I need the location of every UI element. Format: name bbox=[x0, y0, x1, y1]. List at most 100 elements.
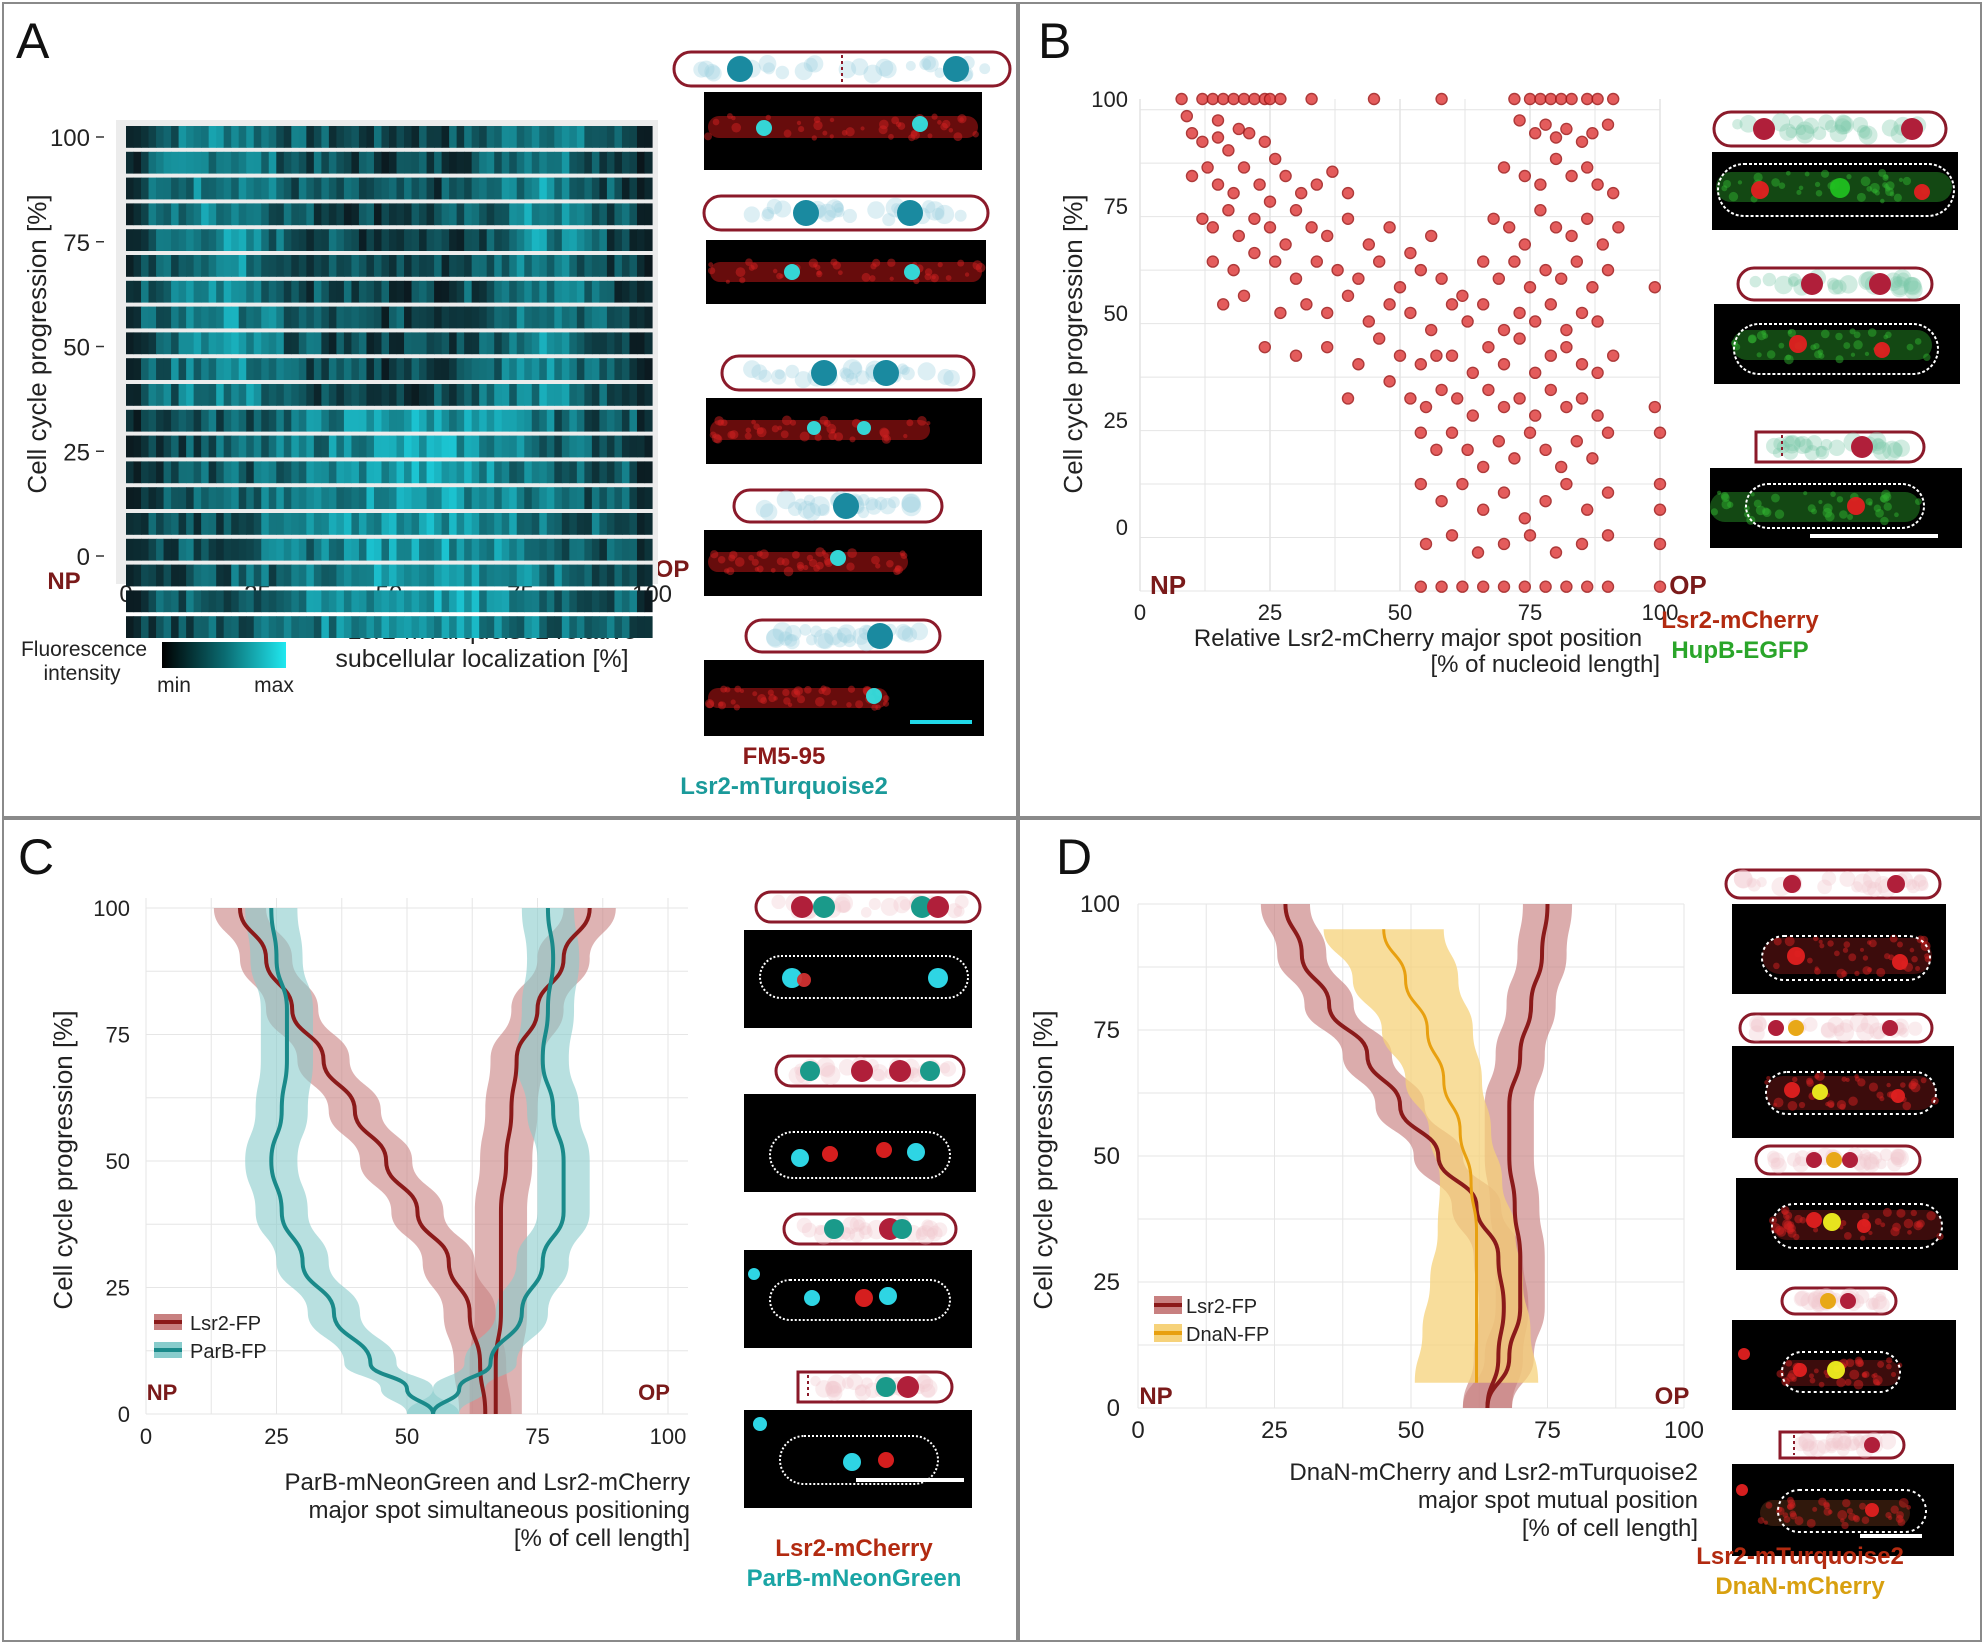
cell-outline bbox=[744, 618, 942, 654]
heatmap-cell bbox=[539, 384, 548, 406]
heatmap-cell bbox=[434, 435, 443, 458]
heatmap-cell bbox=[419, 203, 428, 226]
heatmap-cell bbox=[171, 229, 180, 251]
cell-haze bbox=[846, 1373, 863, 1391]
cell-haze bbox=[934, 67, 945, 78]
heatmap-cell bbox=[223, 513, 232, 535]
heatmap-cell bbox=[321, 151, 330, 174]
cell-texture bbox=[1834, 950, 1840, 957]
heatmap-cell bbox=[389, 538, 398, 561]
heatmap-cell bbox=[411, 255, 420, 277]
heatmap-cell bbox=[389, 409, 398, 432]
heatmap-cell bbox=[561, 384, 570, 406]
heatmap-cell bbox=[156, 280, 165, 303]
heatmap-cell bbox=[636, 229, 646, 251]
heatmap-cell bbox=[456, 126, 465, 148]
cell-texture bbox=[1818, 1381, 1825, 1388]
legend-label: Lsr2-FP bbox=[1186, 1296, 1257, 1318]
spot-marker bbox=[1869, 273, 1891, 295]
cell-haze bbox=[810, 1375, 821, 1387]
cell-texture bbox=[808, 558, 818, 568]
cell-texture bbox=[718, 701, 724, 707]
cell-texture bbox=[888, 133, 894, 140]
spot-marker bbox=[811, 360, 837, 386]
data-point bbox=[1575, 306, 1589, 320]
heatmap-cell bbox=[629, 177, 638, 200]
heatmap-cell bbox=[591, 229, 600, 251]
heatmap-cell bbox=[373, 177, 383, 200]
fluorescent-spot bbox=[1857, 1219, 1871, 1233]
cell-haze bbox=[901, 494, 921, 513]
data-point bbox=[1425, 229, 1438, 243]
heatmap-cell bbox=[524, 280, 533, 303]
cell-haze bbox=[806, 55, 824, 73]
cell-haze bbox=[1834, 114, 1852, 132]
colorbar-min: min bbox=[157, 674, 191, 697]
cell-haze bbox=[1815, 445, 1830, 460]
heatmap-cell bbox=[178, 461, 187, 484]
cell-texture bbox=[720, 419, 728, 427]
cell-texture bbox=[1820, 169, 1830, 178]
heatmap-cell bbox=[126, 616, 135, 638]
spot-marker bbox=[851, 1060, 873, 1082]
cell-haze bbox=[1858, 125, 1878, 145]
cell-texture bbox=[1873, 1372, 1878, 1378]
heatmap-cell bbox=[396, 487, 405, 509]
heatmap-cell bbox=[539, 280, 548, 303]
heatmap-cell bbox=[554, 564, 563, 587]
spot-marker bbox=[1887, 875, 1905, 893]
data-point bbox=[1518, 238, 1531, 251]
heatmap-cell bbox=[614, 280, 623, 303]
cell-haze bbox=[887, 496, 900, 509]
cell-texture bbox=[831, 700, 838, 706]
heatmap-cell bbox=[381, 513, 390, 535]
cell-haze bbox=[813, 628, 834, 649]
cell-texture bbox=[1857, 1078, 1866, 1087]
heatmap-cell bbox=[591, 151, 600, 174]
heatmap-cell bbox=[449, 126, 458, 148]
heatmap-cell bbox=[156, 306, 165, 329]
heatmap-cell bbox=[373, 358, 383, 380]
spot-marker bbox=[793, 200, 819, 226]
heatmap-cell bbox=[306, 384, 315, 406]
heatmap-cell bbox=[441, 229, 450, 251]
cell-haze bbox=[1852, 116, 1869, 133]
cell-texture bbox=[1775, 1225, 1785, 1236]
cell-texture bbox=[1882, 182, 1888, 188]
heatmap-cell bbox=[516, 513, 525, 535]
heatmap-cell bbox=[201, 203, 210, 226]
cell-outline bbox=[1717, 163, 1955, 217]
cell-haze bbox=[1859, 126, 1873, 140]
heatmap-cell bbox=[404, 332, 413, 355]
data-point bbox=[1601, 529, 1615, 542]
heatmap-cell bbox=[434, 461, 443, 484]
heatmap-cell bbox=[531, 564, 540, 587]
cell-haze bbox=[1829, 124, 1848, 143]
heatmap-cell bbox=[644, 229, 653, 251]
data-point bbox=[1544, 349, 1557, 362]
heatmap-cell bbox=[599, 126, 608, 148]
heatmap-cell bbox=[373, 409, 383, 432]
fluorescent-spot bbox=[1736, 1484, 1748, 1496]
heatmap-cell bbox=[186, 280, 195, 303]
cell-haze bbox=[1890, 1148, 1905, 1163]
cell-texture bbox=[1867, 328, 1877, 337]
heatmap-cell bbox=[366, 358, 375, 380]
heatmap-cell bbox=[133, 564, 142, 587]
heatmap-cell bbox=[621, 306, 631, 329]
cell-texture bbox=[1909, 947, 1915, 953]
heatmap-cell bbox=[441, 435, 450, 458]
heatmap-cell bbox=[546, 564, 555, 587]
data-point bbox=[1508, 255, 1521, 268]
heatmap-cell bbox=[328, 280, 337, 303]
heatmap-cell bbox=[599, 203, 608, 226]
heatmap-cell bbox=[539, 538, 548, 561]
heatmap-cell bbox=[486, 255, 495, 277]
heatmap-cell bbox=[546, 538, 555, 561]
heatmap-cell bbox=[313, 513, 322, 535]
heatmap-cell bbox=[479, 590, 488, 613]
data-point bbox=[1601, 486, 1615, 499]
heatmap-cell bbox=[396, 409, 405, 432]
cell-texture bbox=[1902, 176, 1912, 186]
heatmap-cell bbox=[524, 177, 533, 200]
